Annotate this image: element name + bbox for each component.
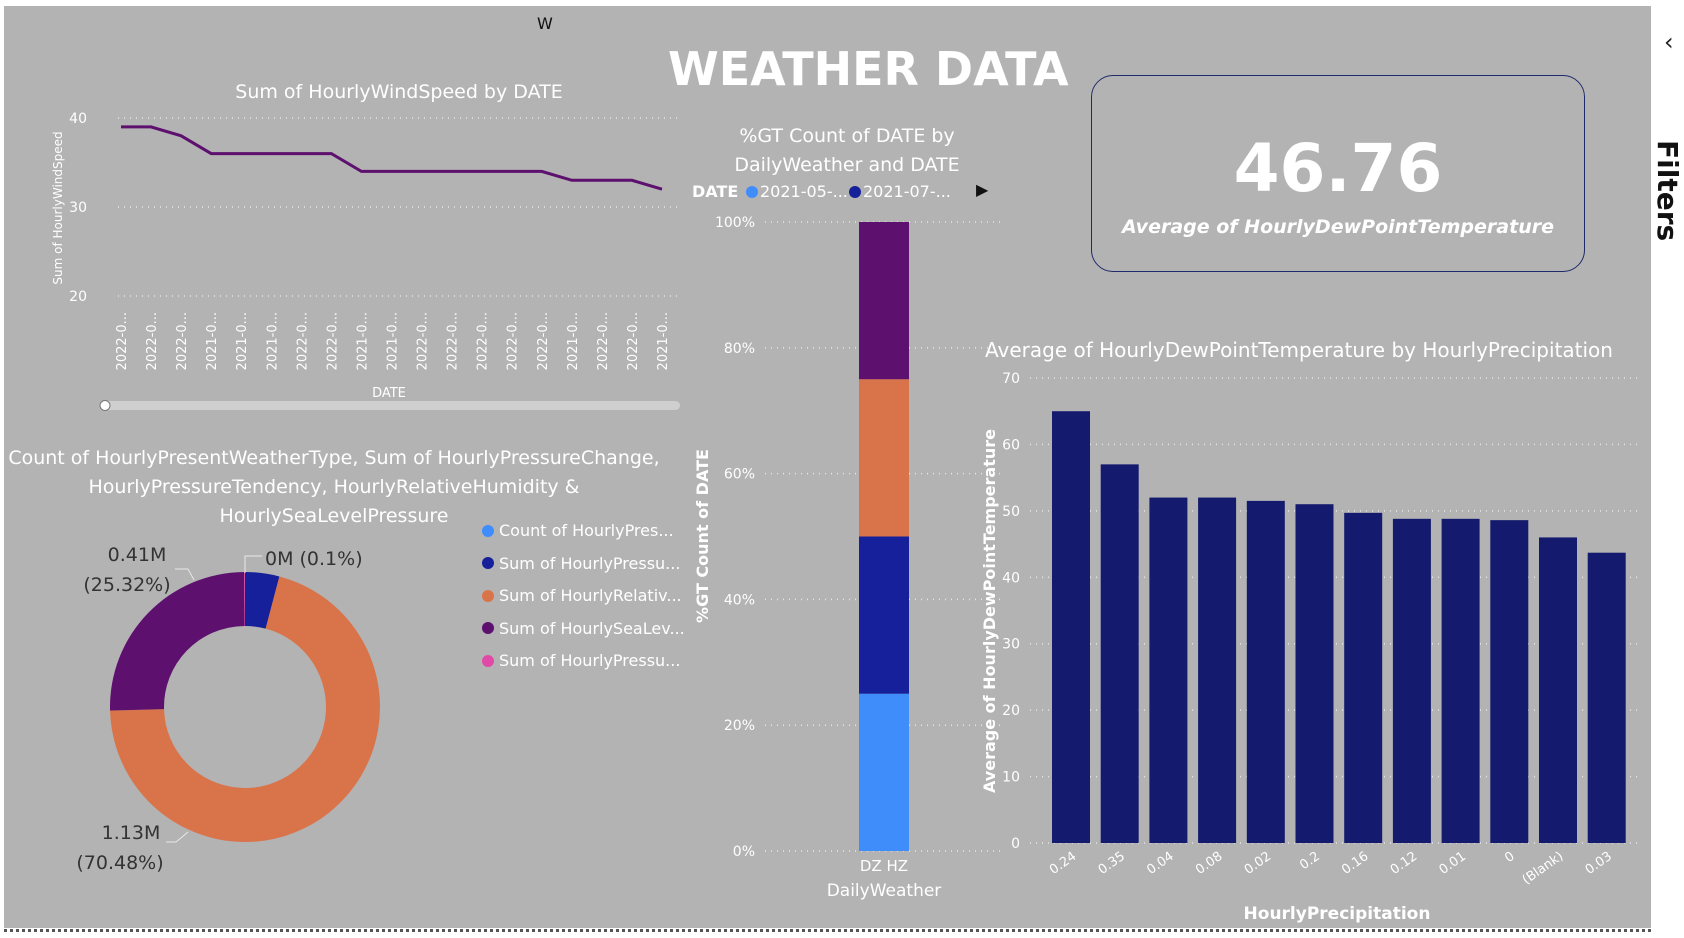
stacked-title-line-1: %GT Count of DATE by (739, 125, 955, 147)
pie-legend-item[interactable]: Sum of HourlySeaLev... (482, 619, 685, 638)
legend-dot (482, 622, 494, 634)
page-bottom-divider (4, 929, 1651, 932)
pie-legend-label: Sum of HourlyPressu... (499, 553, 681, 573)
page-title: WEATHER DATA (668, 42, 1069, 96)
dew-chart-title: Average of HourlyDewPointTemperature by … (985, 338, 1613, 362)
legend-dot (482, 654, 494, 667)
stacked-legend-item-1: 2021-05-... (746, 182, 848, 201)
kpi-label: Average of HourlyDewPointTemperature (1122, 216, 1554, 238)
legend-dot (482, 557, 494, 569)
pie-title-line-2: HourlyPressureTendency, HourlyRelativeHu… (88, 476, 580, 498)
pie-legend-label: Sum of HourlyPressu... (499, 651, 681, 670)
pie-legend-item[interactable]: Sum of HourlyRelativ... (482, 586, 682, 605)
stacked-title-line-2: DailyWeather and DATE (734, 154, 960, 176)
pie-legend-label: Sum of HourlyRelativ... (499, 586, 682, 605)
chevron-left-icon[interactable]: ‹ (1664, 28, 1674, 56)
legend-dot (482, 524, 494, 537)
legend-dot (746, 185, 758, 198)
pie-legend-label: Sum of HourlySeaLev... (499, 618, 685, 638)
pie-legend-item[interactable]: Count of HourlyPres... (482, 521, 674, 540)
top-letter: W (537, 14, 553, 33)
pie-legend-item[interactable]: Sum of HourlyPressu... (482, 554, 680, 573)
pie-title-line-3: HourlySeaLevelPressure (219, 505, 449, 527)
kpi-value: 46.76 (1233, 130, 1443, 207)
pie-title-line-1: Count of HourlyPresentWeatherType, Sum o… (8, 447, 660, 469)
stacked-legend-label-2: 2021-07-... (863, 182, 951, 201)
stacked-legend-title: DATE (692, 182, 739, 201)
filters-pane[interactable] (1651, 6, 1684, 938)
pie-legend-label: Count of HourlyPres... (499, 521, 674, 540)
legend-dot (849, 185, 861, 198)
kpi-card[interactable] (1091, 75, 1585, 272)
pie-legend-item[interactable]: Sum of HourlyPressu... (482, 651, 680, 670)
legend-dot (482, 589, 494, 602)
stacked-legend-item-2: 2021-07-... (849, 182, 951, 201)
stacked-legend-label-1: 2021-05-... (760, 182, 848, 201)
filters-label[interactable]: Filters (1651, 140, 1684, 242)
legend-next-arrow-icon[interactable]: ▶ (976, 180, 989, 199)
